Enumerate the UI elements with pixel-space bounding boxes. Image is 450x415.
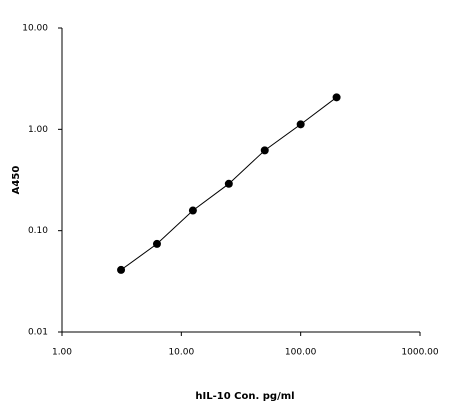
x-axis-title: hIL-10 Con. pg/ml — [195, 391, 294, 402]
point — [260, 146, 269, 155]
point — [117, 265, 126, 274]
x-tick-label: 100.00 — [285, 348, 317, 358]
y-tick-label: 1.00 — [28, 125, 48, 135]
x-tick-label: 10.00 — [168, 348, 194, 358]
point — [332, 93, 341, 102]
point — [188, 206, 197, 215]
y-axis-title: A450 — [11, 166, 22, 195]
x-tick-label: 1.00 — [52, 348, 72, 358]
point — [296, 120, 305, 129]
y-tick-label: 0.10 — [28, 226, 48, 236]
x-tick-label: 1000.00 — [401, 348, 438, 358]
point — [152, 239, 161, 248]
y-tick-label: 0.01 — [28, 328, 48, 338]
point — [224, 179, 233, 188]
y-tick-label: 10.00 — [22, 24, 48, 34]
